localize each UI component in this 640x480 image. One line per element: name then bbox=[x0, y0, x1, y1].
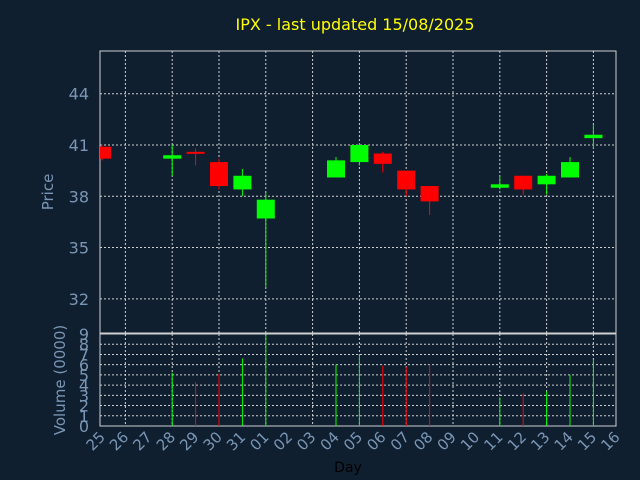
candle bbox=[100, 145, 111, 161]
x-tick-label: 31 bbox=[223, 428, 249, 454]
volume-tick-label: 4 bbox=[79, 376, 89, 395]
price-tick-label: 32 bbox=[69, 290, 89, 309]
volume-tick-label: 1 bbox=[79, 407, 89, 426]
volume-tick-label: 9 bbox=[79, 325, 89, 344]
x-tick-label: 26 bbox=[106, 428, 132, 454]
x-tick-label: 05 bbox=[340, 428, 366, 454]
chart-title: IPX - last updated 15/08/2025 bbox=[235, 15, 474, 34]
volume-tick-label: 6 bbox=[79, 356, 89, 375]
x-tick-label: 06 bbox=[363, 428, 389, 454]
candle bbox=[373, 151, 392, 173]
x-tick-label: 08 bbox=[410, 428, 436, 454]
volume-tick-label: 0 bbox=[79, 417, 89, 436]
candle-body bbox=[256, 199, 275, 219]
volume-tick-label: 8 bbox=[79, 335, 89, 354]
candle-body bbox=[514, 175, 533, 190]
candle-body bbox=[373, 153, 392, 164]
candle bbox=[490, 175, 509, 190]
candle-body bbox=[490, 184, 509, 188]
candle bbox=[256, 192, 275, 287]
price-plot-frame bbox=[99, 50, 617, 334]
candle-body bbox=[561, 162, 579, 178]
candle-body bbox=[350, 145, 369, 163]
price-axis-label: Price bbox=[39, 174, 57, 211]
price-tick-label: 38 bbox=[69, 187, 89, 206]
volume-tick-label: 7 bbox=[79, 345, 89, 364]
candle-body bbox=[397, 170, 416, 190]
candle bbox=[537, 174, 556, 195]
x-tick-label: 14 bbox=[551, 428, 577, 454]
x-tick-label: 30 bbox=[200, 428, 226, 454]
x-tick-label: 04 bbox=[317, 428, 343, 454]
volume-axis-label: Volume (0000) bbox=[51, 325, 69, 435]
price-tick-label: 35 bbox=[69, 239, 89, 258]
candle-body bbox=[584, 134, 603, 139]
volume-tick-label: 3 bbox=[79, 386, 89, 405]
x-tick-label: 02 bbox=[270, 428, 296, 454]
price-grid bbox=[100, 51, 616, 333]
x-tick-label: 01 bbox=[246, 428, 272, 454]
candle-body bbox=[233, 175, 252, 190]
volume-plot-frame bbox=[99, 333, 617, 427]
price-axis-ticks: 32 35 38 41 44 bbox=[69, 85, 89, 309]
candle bbox=[327, 156, 345, 178]
candle-body bbox=[100, 146, 111, 159]
x-tick-label: 15 bbox=[574, 428, 600, 454]
x-tick-label: 16 bbox=[597, 428, 623, 454]
volume-grid bbox=[100, 334, 616, 426]
candle bbox=[514, 175, 533, 195]
x-tick-label: 03 bbox=[293, 428, 319, 454]
x-tick-label: 09 bbox=[434, 428, 460, 454]
volume-tick-label: 2 bbox=[79, 397, 89, 416]
candle-body bbox=[210, 162, 228, 187]
candle bbox=[163, 145, 182, 176]
x-tick-label: 12 bbox=[504, 428, 530, 454]
candle bbox=[186, 148, 205, 166]
candle-body bbox=[186, 151, 205, 154]
x-tick-label: 13 bbox=[527, 428, 553, 454]
x-tick-label: 11 bbox=[480, 428, 506, 454]
x-axis-ticks: 2526272829303101020304050607080910111213… bbox=[83, 428, 624, 454]
candle-body bbox=[537, 175, 556, 185]
candle-body bbox=[420, 186, 439, 202]
x-tick-label: 29 bbox=[176, 428, 202, 454]
candle bbox=[233, 168, 252, 197]
volume-bars bbox=[171, 335, 594, 426]
price-tick-label: 44 bbox=[69, 85, 89, 104]
candle bbox=[420, 186, 439, 216]
candle bbox=[350, 143, 369, 166]
candle bbox=[584, 124, 603, 149]
candle bbox=[397, 170, 416, 197]
x-axis-label: Day bbox=[334, 460, 362, 476]
candle bbox=[561, 156, 579, 178]
price-tick-label: 41 bbox=[69, 136, 89, 155]
candle bbox=[210, 158, 228, 190]
x-tick-label: 07 bbox=[387, 428, 413, 454]
x-tick-label: 27 bbox=[129, 428, 155, 454]
candle-body bbox=[327, 160, 345, 178]
x-tick-label: 10 bbox=[457, 428, 483, 454]
x-tick-label: 28 bbox=[153, 428, 179, 454]
candle-body bbox=[163, 155, 182, 159]
volume-tick-label: 5 bbox=[79, 366, 89, 385]
candles bbox=[100, 124, 603, 287]
